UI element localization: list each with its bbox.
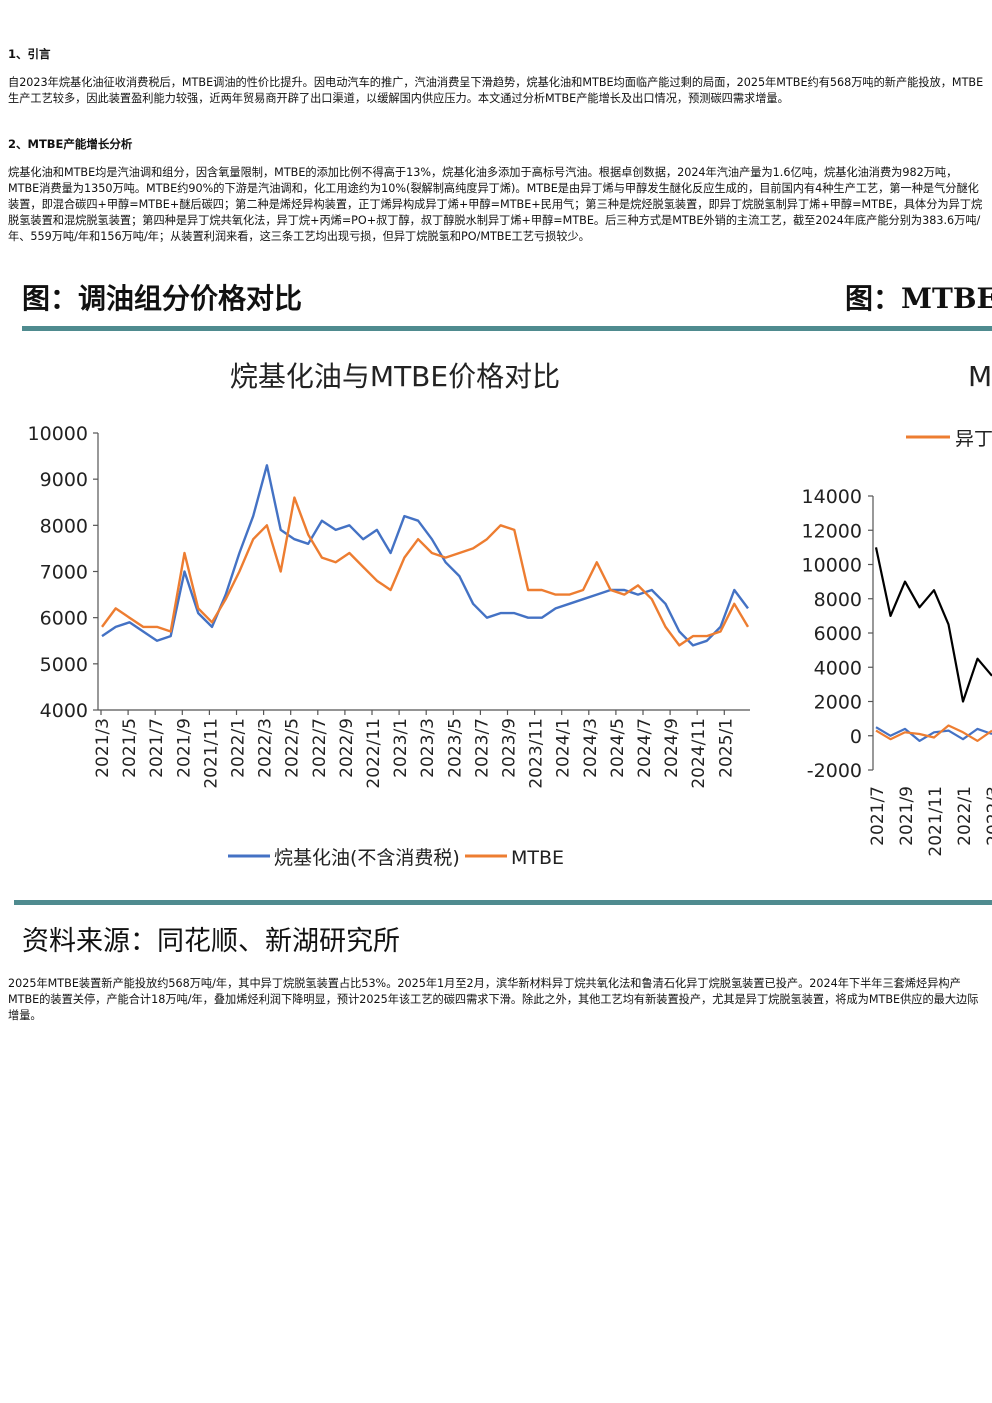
chart-right-y-tick-label: 14000	[802, 486, 862, 508]
chart-right-legend-label: 异丁	[955, 428, 992, 450]
chart-left-x-tick-label: 2024/7	[635, 718, 655, 778]
chart-left-x-tick-label: 2021/3	[93, 718, 113, 778]
chart-right-series-line-2	[875, 724, 992, 742]
chart-left-x-tick-label: 2023/3	[418, 718, 438, 778]
series-line-mtbe	[101, 496, 750, 647]
chart-left-x-tick-label: 2021/7	[147, 718, 167, 778]
chart-right-y-tick-label: 8000	[814, 589, 862, 611]
chart-left-x-tick-label: 2023/9	[500, 718, 520, 778]
chart-left-x-tick-label: 2022/1	[229, 718, 249, 778]
chart-right-y-tick-label: 10000	[802, 555, 862, 577]
chart-left-y-tick-label: 7000	[40, 562, 88, 584]
figure-panel: 图：调油组分价格对比 图：MTBE 烷基化油与MTBE价格对比 10000 900…	[14, 282, 992, 957]
chart-left-y-tick-label: 8000	[40, 515, 88, 537]
chart-left-y-tick-label: 5000	[40, 654, 88, 676]
figure-rule-bottom	[14, 900, 992, 905]
chart-left-title: 烷基化油与MTBE价格对比	[230, 360, 560, 393]
chart-left-y-tick-label: 10000	[28, 423, 88, 445]
chart-left-y-tick-label: 4000	[40, 700, 88, 722]
chart-left-x-tick-label: 2022/5	[283, 718, 303, 778]
series-line-alkylate	[101, 464, 749, 647]
chart-left-x-tick-label: 2023/11	[527, 718, 547, 789]
chart-right-title: M	[968, 360, 992, 393]
chart-right-series-line-0	[874, 547, 992, 703]
chart-left-x-tick-label: 2022/9	[337, 718, 357, 778]
chart-left-x-tick-label: 2023/5	[445, 718, 465, 778]
chart-left-x-tick-label: 2021/5	[120, 718, 140, 778]
chart-right-partial: M 异丁 14000 12000 10000 8000 6000 4000 2000 0 -20…	[802, 360, 992, 857]
paragraph-intro: 自2023年烷基化油征收消费税后，MTBE调油的性价比提升。因电动汽车的推广，汽…	[8, 76, 984, 105]
figure-rule-top	[22, 326, 992, 331]
chart-left-legend: 烷基化油(不含消费税) MTBE	[228, 847, 564, 869]
chart-right-y-tick-label: 6000	[814, 623, 862, 645]
chart-left-x-tick-label: 2022/7	[310, 718, 330, 778]
section-heading-capacity: 2、MTBE产能增长分析	[8, 137, 133, 151]
chart-left-x-tick-label: 2024/9	[662, 718, 682, 778]
figure-heading-left: 图：调油组分价格对比	[22, 282, 302, 315]
chart-left-x-tick-label: 2022/11	[364, 718, 384, 789]
chart-left-x-tick-label: 2024/1	[554, 718, 574, 778]
chart-left-x-tick-label: 2023/1	[391, 718, 411, 778]
legend-label-mtbe: MTBE	[511, 847, 564, 869]
chart-left-y-tick-label: 6000	[40, 608, 88, 630]
chart-right-y-tick-label: -2000	[807, 760, 862, 782]
chart-left-x-tick-label: 2023/7	[472, 718, 492, 778]
chart-right-series-line-1	[875, 726, 992, 742]
chart-left-x-tick-label: 2021/11	[201, 718, 221, 789]
chart-right-x-tick-label: 2021/11	[926, 786, 946, 857]
chart-right-y-tick-label: 12000	[802, 520, 862, 542]
chart-left: 烷基化油与MTBE价格对比 10000 9000 8000 7000 6000 5000 4…	[28, 360, 750, 869]
legend-label-alkylate: 烷基化油(不含消费税)	[274, 847, 460, 869]
chart-left-x-tick-label: 2021/9	[174, 718, 194, 778]
chart-left-x-tick-label: 2025/1	[716, 718, 736, 778]
chart-right-x-tick-label: 2021/7	[868, 786, 888, 846]
figure-heading-right: 图：MTBE	[845, 282, 992, 315]
chart-right-y-tick-label: 4000	[814, 657, 862, 679]
chart-left-x-tick-label: 2024/11	[689, 718, 709, 789]
chart-right-y-tick-label: 2000	[814, 692, 862, 714]
chart-left-x-tick-label: 2022/3	[256, 718, 276, 778]
chart-right-x-tick-label: 2021/9	[897, 786, 917, 846]
chart-left-x-tick-label: 2024/5	[608, 718, 628, 778]
chart-right-x-tick-label: 2022/1	[955, 786, 975, 846]
chart-left-y-tick-label: 9000	[40, 469, 88, 491]
paragraph-capacity: 烷基化油和MTBE均是汽油调和组分，因含氧量限制，MTBE的添加比例不得高于13…	[8, 166, 983, 243]
figure-source: 资料来源：同花顺、新湖研究所	[22, 926, 400, 957]
paragraph-closing: 2025年MTBE装置新产能投放约568万吨/年，其中异丁烷脱氢装置占比53%。…	[8, 977, 979, 1022]
section-heading-intro: 1、引言	[8, 47, 51, 61]
chart-left-x-tick-label: 2024/3	[581, 718, 601, 778]
chart-right-y-tick-label: 0	[850, 726, 862, 748]
chart-right-x-tick-label: 2022/3	[984, 786, 992, 846]
